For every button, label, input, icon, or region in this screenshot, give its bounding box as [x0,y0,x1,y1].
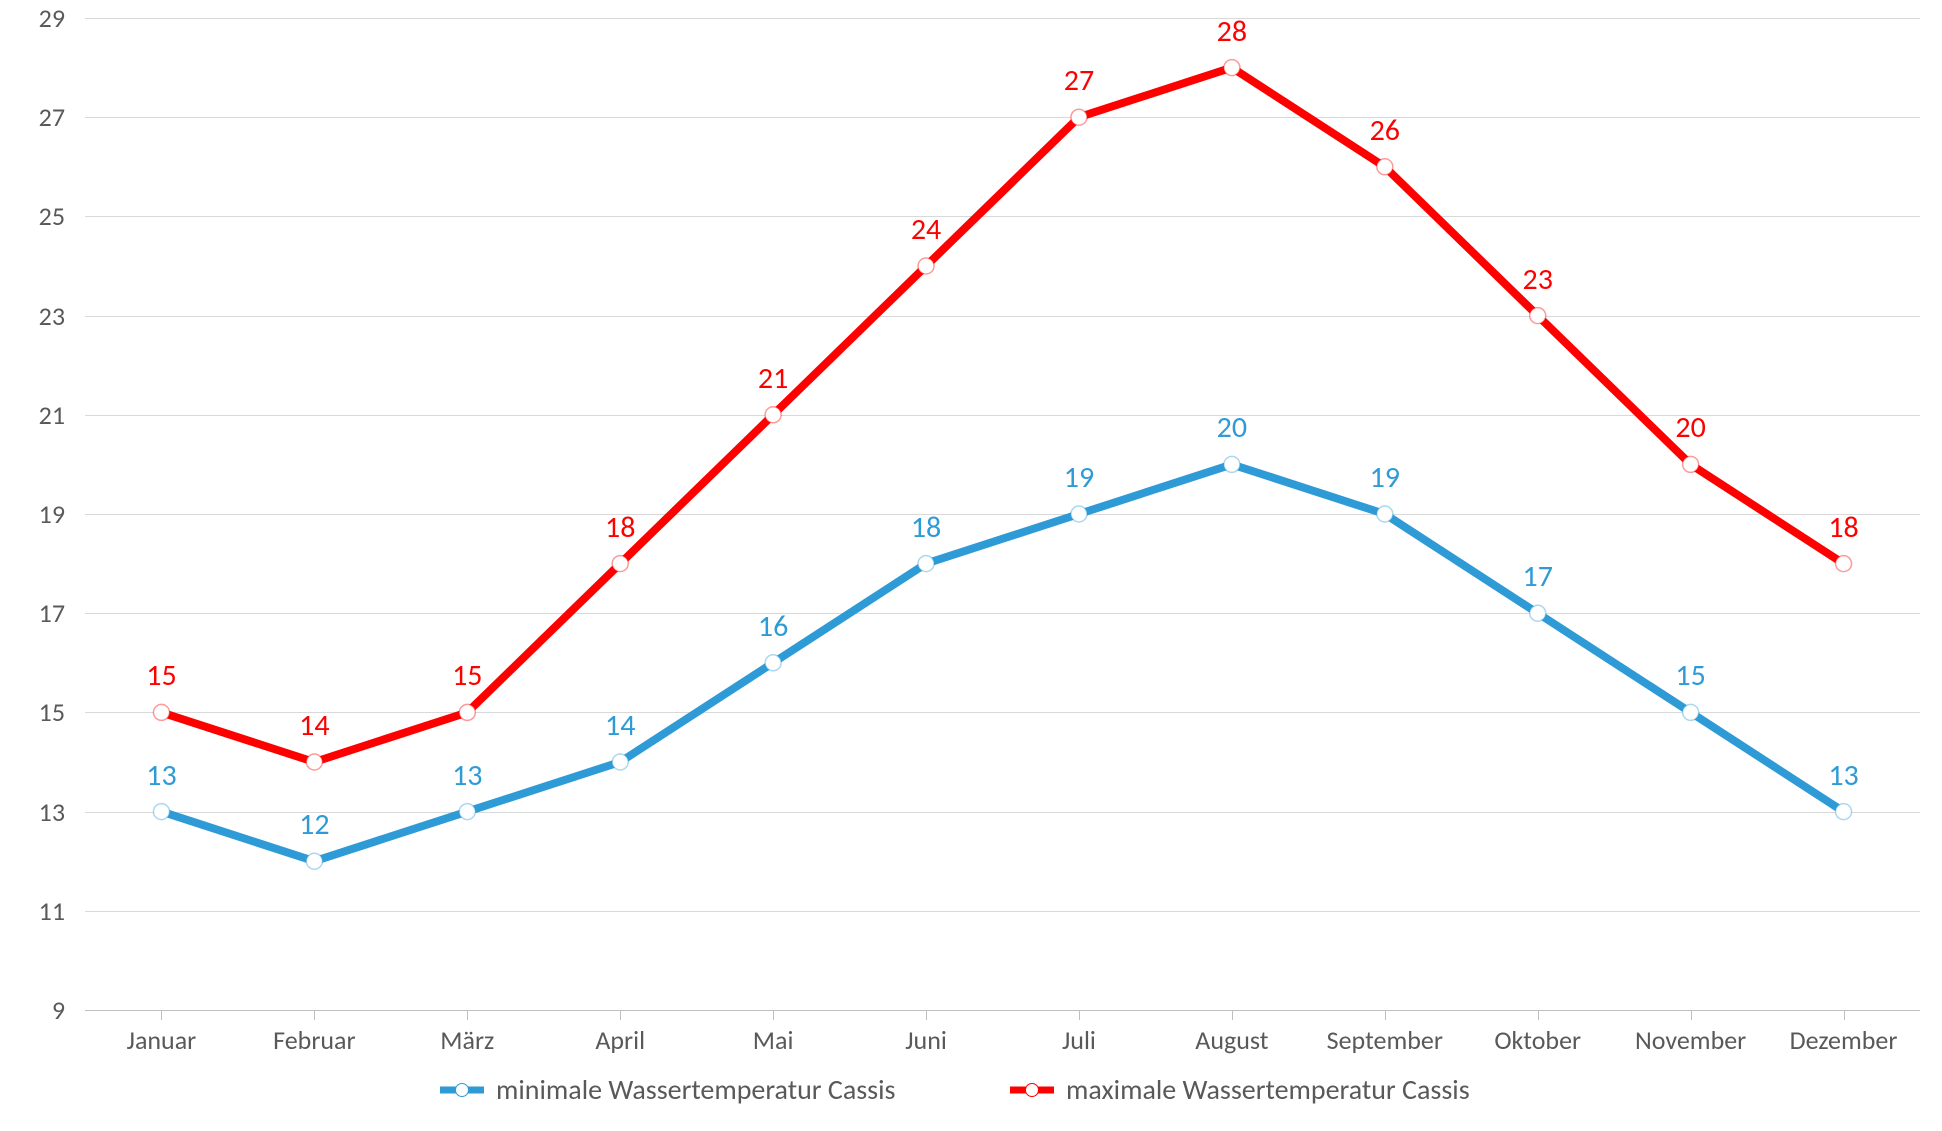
x-tick [314,1010,315,1020]
x-tick-label: September [1327,1024,1443,1056]
x-tick-label: März [440,1024,494,1056]
y-tick-label: 9 [0,994,65,1026]
x-tick [773,1010,774,1020]
series-marker [1683,456,1699,472]
data-label: 15 [452,657,482,694]
x-tick [1232,1010,1233,1020]
x-tick-label: Mai [753,1024,794,1056]
y-tick-label: 29 [0,2,65,34]
gridline [85,18,1920,19]
x-tick-label: Februar [273,1024,355,1056]
x-tick-label: November [1635,1024,1746,1056]
x-tick-label: August [1195,1024,1268,1056]
series-line [161,464,1843,861]
series-marker [1224,456,1240,472]
x-tick [1079,1010,1080,1020]
data-label: 21 [758,360,788,397]
y-tick-label: 15 [0,696,65,728]
series-marker [765,655,781,671]
x-tick [620,1010,621,1020]
x-tick-label: Juni [905,1024,947,1056]
data-label: 18 [1828,509,1858,546]
water-temperature-chart: 9 11 13 15 17 19 21 23 25 27 29 Januar Februar März Ap… [0,0,1942,1131]
data-label: 14 [299,707,329,744]
y-tick-label: 23 [0,300,65,332]
y-tick-label: 11 [0,895,65,927]
x-tick-label: Januar [127,1024,197,1056]
y-tick-label: 21 [0,399,65,431]
legend-label: minimale Wassertemperatur Cassis [496,1072,896,1107]
data-label: 23 [1522,261,1552,298]
gridline [85,117,1920,118]
data-label: 26 [1370,112,1400,149]
chart-lines [0,0,1942,1131]
y-tick-label: 25 [0,200,65,232]
legend-marker-icon [456,1084,468,1096]
x-tick [1538,1010,1539,1020]
series-marker [1377,159,1393,175]
legend-marker-icon [1026,1084,1038,1096]
x-tick-label: Oktober [1494,1024,1581,1056]
data-label: 12 [299,806,329,843]
y-tick-label: 19 [0,498,65,530]
data-label: 13 [146,757,176,794]
series-marker [306,754,322,770]
series-marker [918,258,934,274]
series-marker [612,556,628,572]
series-marker [306,853,322,869]
y-tick-label: 13 [0,796,65,828]
data-label: 17 [1522,558,1552,595]
series-marker [1224,60,1240,76]
x-tick [1691,1010,1692,1020]
data-label: 14 [605,707,635,744]
data-label: 18 [605,509,635,546]
x-tick-label: Dezember [1790,1024,1898,1056]
x-tick [467,1010,468,1020]
gridline [85,514,1920,515]
gridline [85,216,1920,217]
x-tick [1385,1010,1386,1020]
x-tick [1844,1010,1845,1020]
x-tick-label: Juli [1062,1024,1096,1056]
data-label: 18 [911,509,941,546]
gridline [85,613,1920,614]
series-marker [918,556,934,572]
legend-swatch [1010,1079,1054,1101]
legend-item: minimale Wassertemperatur Cassis [440,1072,896,1107]
legend-swatch [440,1079,484,1101]
legend-item: maximale Wassertemperatur Cassis [1010,1072,1470,1107]
data-label: 28 [1217,13,1247,50]
gridline [85,415,1920,416]
data-label: 19 [1370,459,1400,496]
legend-label: maximale Wassertemperatur Cassis [1066,1072,1470,1107]
data-label: 20 [1217,409,1247,446]
y-tick-label: 27 [0,101,65,133]
x-tick [926,1010,927,1020]
series-marker [1836,556,1852,572]
gridline [85,712,1920,713]
data-label: 13 [1828,757,1858,794]
gridline [85,316,1920,317]
series-marker [612,754,628,770]
data-label: 27 [1064,62,1094,99]
gridline [85,812,1920,813]
data-label: 20 [1675,409,1705,446]
gridline [85,1010,1920,1011]
x-tick-label: April [595,1024,645,1056]
y-tick-label: 17 [0,597,65,629]
x-tick [161,1010,162,1020]
data-label: 15 [146,657,176,694]
data-label: 24 [911,211,941,248]
data-label: 19 [1064,459,1094,496]
data-label: 13 [452,757,482,794]
data-label: 15 [1675,657,1705,694]
gridline [85,911,1920,912]
data-label: 16 [758,608,788,645]
